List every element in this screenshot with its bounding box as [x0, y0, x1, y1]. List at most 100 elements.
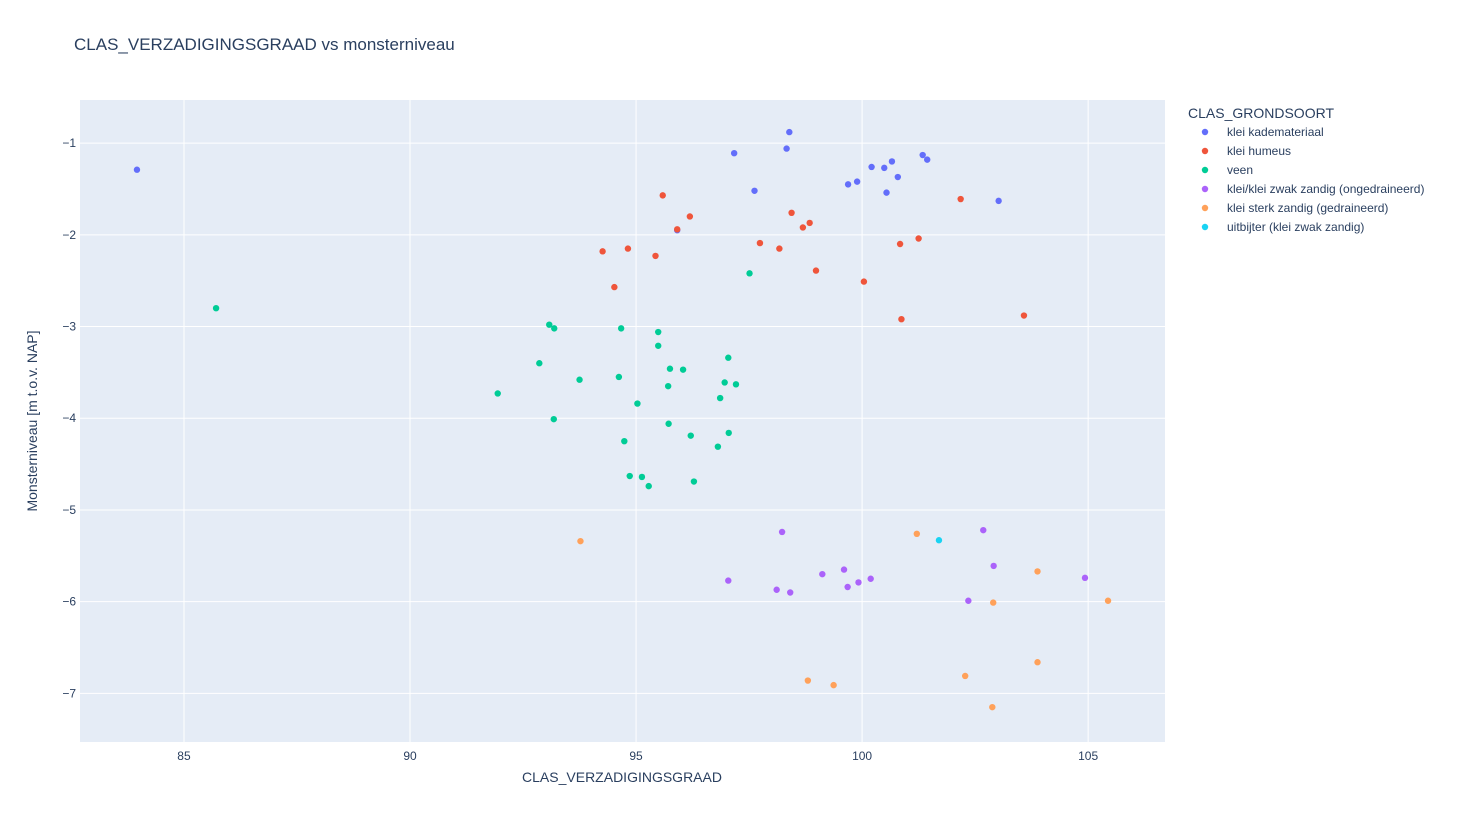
data-point[interactable]	[546, 321, 553, 328]
legend-entry-label[interactable]: klei sterk zandig (gedraineerd)	[1227, 201, 1388, 215]
data-point[interactable]	[732, 381, 740, 388]
data-point[interactable]	[896, 240, 904, 248]
data-point[interactable]	[638, 473, 646, 481]
data-point[interactable]	[626, 472, 633, 480]
data-point[interactable]	[725, 577, 732, 584]
data-point[interactable]	[990, 562, 997, 570]
data-point[interactable]	[536, 360, 543, 367]
data-point[interactable]	[773, 586, 780, 593]
data-point[interactable]	[1104, 597, 1112, 604]
data-point[interactable]	[1034, 659, 1041, 666]
data-point[interactable]	[881, 164, 888, 172]
data-point[interactable]	[806, 219, 813, 227]
data-point[interactable]	[634, 400, 641, 407]
data-point[interactable]	[883, 189, 890, 196]
data-point[interactable]	[868, 163, 875, 171]
data-point[interactable]	[621, 437, 628, 445]
data-point[interactable]	[494, 390, 501, 397]
data-point[interactable]	[919, 151, 926, 159]
data-point[interactable]	[664, 382, 672, 390]
data-point[interactable]	[714, 443, 722, 450]
data-point[interactable]	[133, 166, 141, 173]
data-point[interactable]	[576, 376, 583, 383]
legend-marker[interactable]	[1201, 128, 1209, 136]
data-point[interactable]	[924, 156, 931, 163]
data-point[interactable]	[1020, 312, 1028, 319]
data-point[interactable]	[730, 149, 738, 157]
data-point[interactable]	[746, 270, 753, 277]
data-point[interactable]	[624, 245, 632, 252]
data-point[interactable]	[716, 394, 724, 402]
data-point[interactable]	[844, 583, 851, 591]
data-point[interactable]	[898, 315, 905, 323]
data-point[interactable]	[844, 181, 852, 188]
data-point[interactable]	[659, 192, 666, 199]
data-point[interactable]	[804, 677, 812, 684]
legend-marker[interactable]	[1201, 223, 1209, 231]
data-point[interactable]	[551, 325, 558, 332]
data-point[interactable]	[756, 239, 764, 247]
data-point[interactable]	[995, 197, 1002, 205]
data-point[interactable]	[687, 432, 694, 439]
data-point[interactable]	[679, 366, 687, 373]
data-point[interactable]	[840, 566, 848, 573]
data-point[interactable]	[957, 195, 964, 203]
legend-entry-label[interactable]: klei/klei zwak zandig (ongedraineerd)	[1227, 182, 1424, 196]
plot-area[interactable]	[80, 100, 1165, 742]
data-point[interactable]	[615, 373, 623, 381]
data-point[interactable]	[888, 158, 896, 165]
data-point[interactable]	[1081, 574, 1089, 582]
data-point[interactable]	[990, 599, 997, 606]
data-point[interactable]	[686, 213, 694, 220]
data-point[interactable]	[819, 570, 826, 578]
data-point[interactable]	[212, 304, 220, 312]
data-point[interactable]	[721, 379, 728, 386]
data-point[interactable]	[617, 325, 625, 332]
data-point[interactable]	[965, 597, 972, 604]
data-point[interactable]	[599, 248, 606, 255]
data-point[interactable]	[935, 537, 943, 544]
data-point[interactable]	[894, 173, 902, 181]
data-point[interactable]	[674, 226, 681, 233]
data-point[interactable]	[725, 429, 732, 437]
data-point[interactable]	[577, 537, 584, 545]
legend-marker[interactable]	[1201, 147, 1209, 155]
data-point[interactable]	[867, 575, 874, 582]
data-point[interactable]	[776, 245, 783, 252]
data-point[interactable]	[787, 589, 794, 596]
data-point[interactable]	[652, 252, 659, 260]
data-point[interactable]	[860, 278, 868, 285]
data-point[interactable]	[853, 178, 861, 185]
data-point[interactable]	[751, 187, 758, 194]
data-point[interactable]	[1034, 568, 1041, 575]
data-point[interactable]	[665, 420, 672, 427]
data-point[interactable]	[830, 681, 837, 689]
data-point[interactable]	[611, 283, 618, 291]
data-point[interactable]	[690, 478, 698, 485]
legend-marker[interactable]	[1201, 166, 1209, 174]
data-point[interactable]	[655, 328, 662, 336]
data-point[interactable]	[989, 703, 996, 711]
data-point[interactable]	[915, 235, 922, 242]
legend-entry-label[interactable]: klei kademateriaal	[1227, 125, 1324, 139]
data-point[interactable]	[913, 530, 921, 538]
legend-marker[interactable]	[1201, 185, 1209, 193]
data-point[interactable]	[725, 354, 732, 361]
data-point[interactable]	[980, 526, 987, 534]
legend-entry-label[interactable]: klei humeus	[1227, 144, 1291, 158]
legend-entry-label[interactable]: veen	[1227, 163, 1253, 177]
data-point[interactable]	[655, 342, 662, 349]
data-point[interactable]	[786, 128, 793, 136]
data-point[interactable]	[778, 528, 786, 536]
data-point[interactable]	[783, 145, 790, 152]
data-point[interactable]	[550, 415, 557, 423]
data-point[interactable]	[961, 672, 969, 680]
legend-entry-label[interactable]: uitbijter (klei zwak zandig)	[1227, 220, 1364, 234]
data-point[interactable]	[799, 224, 807, 231]
data-point[interactable]	[788, 209, 795, 217]
data-point[interactable]	[666, 365, 674, 372]
data-point[interactable]	[645, 482, 652, 490]
data-point[interactable]	[812, 267, 820, 274]
legend-marker[interactable]	[1201, 204, 1209, 212]
data-point[interactable]	[855, 579, 862, 586]
